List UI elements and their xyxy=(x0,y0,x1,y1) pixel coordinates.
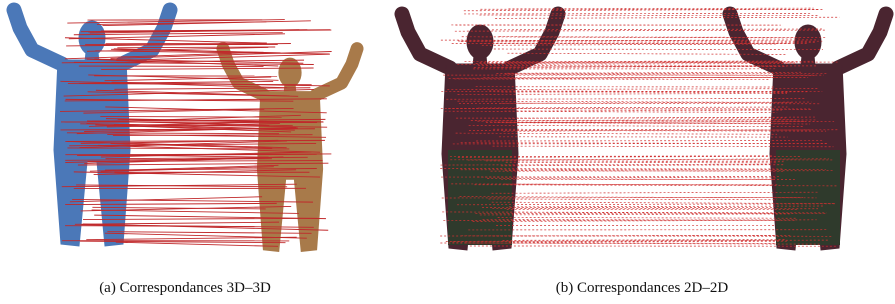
correspondence-line xyxy=(479,15,819,16)
correspondence-line xyxy=(492,29,822,30)
subfigure-b: (b) Correspondances 2D–2D xyxy=(402,8,886,296)
pants-left xyxy=(448,150,512,245)
correspondence-line xyxy=(483,219,780,220)
caption: (a) Correspondances 3D–3D xyxy=(99,280,271,296)
correspondence-line xyxy=(492,192,819,193)
correspondence-line xyxy=(478,107,788,108)
correspondence-line xyxy=(507,72,801,73)
correspondence-line xyxy=(504,110,781,111)
correspondence-line xyxy=(466,243,821,244)
caption: (b) Correspondances 2D–2D xyxy=(556,280,729,296)
correspondence-line xyxy=(482,44,778,45)
figure: (a) Correspondances 3D–3D (b) Correspond… xyxy=(0,0,895,304)
correspondence-line xyxy=(486,161,784,162)
correspondence-line xyxy=(455,30,826,31)
correspondence-line xyxy=(489,91,809,92)
correspondence-line xyxy=(498,217,797,218)
correspondence-line xyxy=(65,203,277,204)
correspondence-line xyxy=(501,165,785,166)
correspondence-line xyxy=(495,17,839,18)
correspondence-line xyxy=(480,214,791,215)
correspondence-line xyxy=(469,125,803,126)
correspondence-line xyxy=(493,129,811,130)
correspondence-line xyxy=(114,88,310,90)
correspondence-line xyxy=(478,177,777,178)
correspondence-line xyxy=(461,42,815,43)
correspondence-line xyxy=(488,199,776,200)
correspondence-line xyxy=(486,121,806,122)
subfigure-a: (a) Correspondances 3D–3D xyxy=(14,10,357,296)
correspondence-line xyxy=(102,21,310,26)
